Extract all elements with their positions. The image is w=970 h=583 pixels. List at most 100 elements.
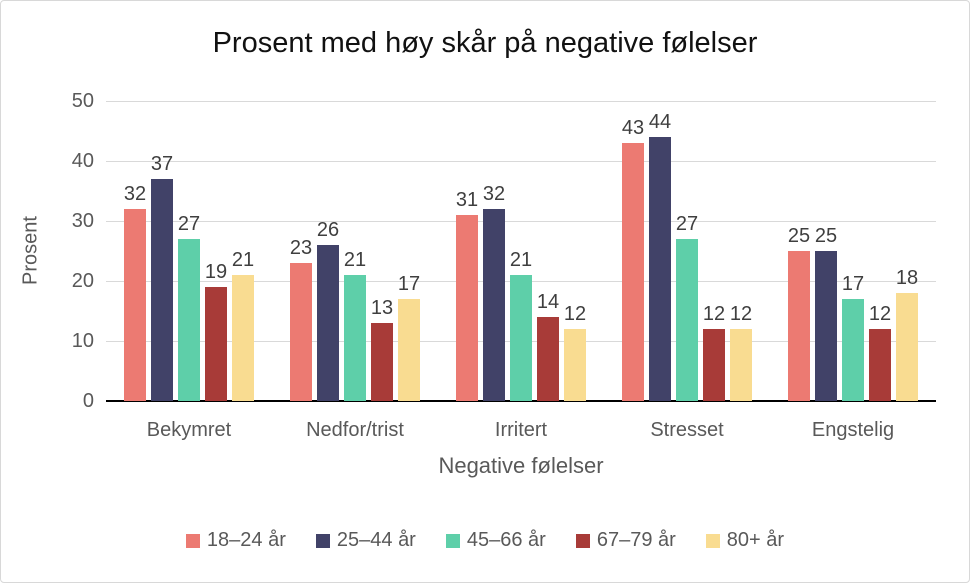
bar — [869, 329, 891, 401]
bar-wrap: 21 — [344, 249, 366, 401]
bar — [456, 215, 478, 401]
bar-wrap: 31 — [456, 189, 478, 401]
bar-wrap: 43 — [622, 117, 644, 401]
bar-wrap: 23 — [290, 237, 312, 401]
bar — [371, 323, 393, 401]
bar-wrap: 14 — [537, 291, 559, 401]
bar — [896, 293, 918, 401]
legend-label: 45–66 år — [466, 529, 546, 551]
category-label: Bekymret — [146, 419, 232, 441]
bar-value-label: 13 — [370, 297, 394, 319]
bar-value-label: 31 — [455, 189, 479, 211]
legend-item: 45–66 år — [445, 529, 546, 552]
bar — [483, 209, 505, 401]
category-label: Stresset — [650, 419, 724, 441]
bar — [676, 239, 698, 401]
bar-wrap: 25 — [815, 225, 837, 401]
legend-item: 80+ år — [705, 529, 784, 552]
bar — [622, 143, 644, 401]
legend-label: 67–79 år — [596, 529, 676, 551]
bar-wrap: 12 — [703, 303, 725, 401]
bar — [815, 251, 837, 401]
y-tick-label: 10 — [71, 330, 94, 352]
bar-value-label: 21 — [509, 249, 533, 271]
legend-swatch — [575, 533, 590, 548]
bar — [232, 275, 254, 401]
legend: 18–24 år 25–44 år 45–66 år 67–79 år 80+ år — [1, 529, 969, 552]
x-axis-title: Negative følelser — [438, 453, 604, 478]
bar-wrap: 21 — [510, 249, 532, 401]
legend-label: 18–24 år — [206, 529, 286, 551]
bar-group: 25 25 17 12 18 — [770, 101, 936, 401]
category-label: Nedfor/trist — [306, 419, 404, 441]
bar-wrap: 27 — [676, 213, 698, 401]
y-tick-label: 40 — [71, 150, 94, 172]
bar-group: 23 26 21 13 17 — [272, 101, 438, 401]
bar-wrap: 37 — [151, 153, 173, 401]
legend-item: 18–24 år — [185, 529, 286, 552]
category-label: Engstelig — [811, 419, 895, 441]
bar-group: 32 37 27 19 21 — [106, 101, 272, 401]
bar — [317, 245, 339, 401]
bar-value-label: 12 — [563, 303, 587, 325]
bar — [124, 209, 146, 401]
y-tick-label: 50 — [71, 90, 94, 112]
bar-wrap: 17 — [842, 273, 864, 401]
bar-value-label: 12 — [702, 303, 726, 325]
bar — [151, 179, 173, 401]
bar-wrap: 27 — [178, 213, 200, 401]
bar-value-label: 21 — [231, 249, 255, 271]
bar — [537, 317, 559, 401]
legend-swatch — [705, 533, 720, 548]
y-tick-label: 30 — [71, 210, 94, 232]
bar-value-label: 27 — [177, 213, 201, 235]
bar-value-label: 32 — [482, 183, 506, 205]
bar-value-label: 25 — [814, 225, 838, 247]
bar — [344, 275, 366, 401]
bar-value-label: 43 — [621, 117, 645, 139]
bar-value-label: 37 — [150, 153, 174, 175]
bar-value-label: 27 — [675, 213, 699, 235]
legend-label: 25–44 år — [336, 529, 416, 551]
bar-value-label: 25 — [787, 225, 811, 247]
legend-item: 25–44 år — [315, 529, 416, 552]
bar-wrap: 32 — [483, 183, 505, 401]
bar — [649, 137, 671, 401]
bar — [178, 239, 200, 401]
bar — [398, 299, 420, 401]
legend-swatch — [445, 533, 460, 548]
bar-wrap: 26 — [317, 219, 339, 401]
bar-wrap: 21 — [232, 249, 254, 401]
bar-wrap: 13 — [371, 297, 393, 401]
bar-value-label: 23 — [289, 237, 313, 259]
category-label: Irritert — [494, 419, 548, 441]
bar-value-label: 44 — [648, 111, 672, 133]
bar-wrap: 25 — [788, 225, 810, 401]
legend-item: 67–79 år — [575, 529, 676, 552]
bar — [842, 299, 864, 401]
bar-group: 31 32 21 14 12 — [438, 101, 604, 401]
bar-wrap: 32 — [124, 183, 146, 401]
y-tick-label: 20 — [71, 270, 94, 292]
bar-value-label: 14 — [536, 291, 560, 313]
y-axis-title: Prosent — [19, 216, 42, 285]
bar-wrap: 18 — [896, 267, 918, 401]
gridline — [106, 220, 936, 222]
bar — [564, 329, 586, 401]
bar-value-label: 32 — [123, 183, 147, 205]
bar-value-label: 17 — [841, 273, 865, 295]
y-tick-label: 0 — [82, 390, 94, 412]
bar — [510, 275, 532, 401]
bar-value-label: 12 — [729, 303, 753, 325]
legend-swatch — [315, 533, 330, 548]
bar-wrap: 12 — [730, 303, 752, 401]
gridline — [106, 100, 936, 102]
bar-wrap: 19 — [205, 261, 227, 401]
bar-wrap: 12 — [869, 303, 891, 401]
bar — [290, 263, 312, 401]
chart-title: Prosent med høy skår på negative følelse… — [212, 27, 758, 59]
gridline — [106, 160, 936, 162]
bar-value-label: 26 — [316, 219, 340, 241]
